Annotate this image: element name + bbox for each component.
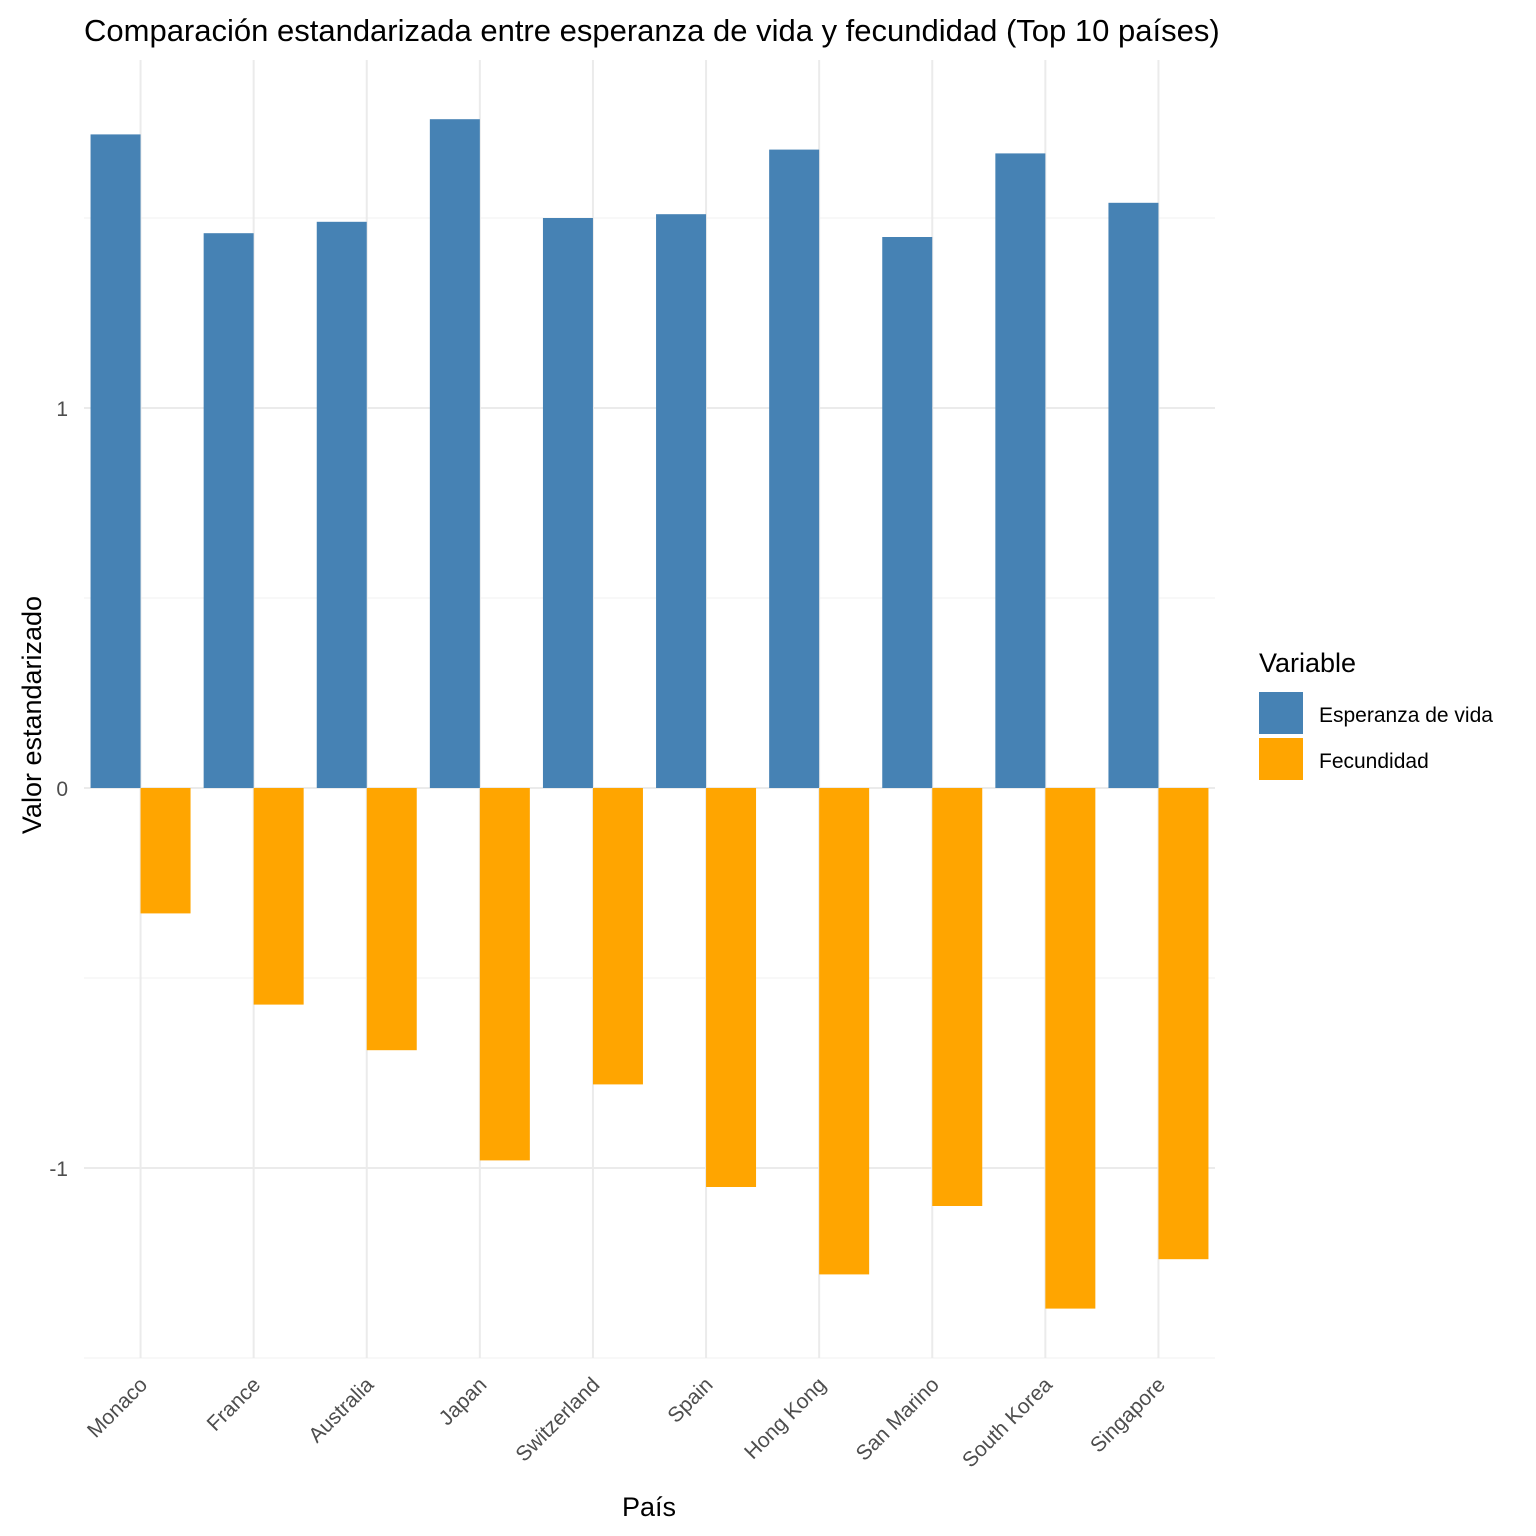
- bar-esperanza-hong-kong: [769, 149, 820, 789]
- bar-fecundidad-spain: [706, 788, 757, 1187]
- x-tick-label: Switzerland: [511, 1373, 604, 1466]
- x-tick-label: Monaco: [83, 1373, 152, 1442]
- bar-fecundidad-monaco: [140, 788, 191, 914]
- legend-title: Variable: [1259, 648, 1356, 678]
- legend-key-fecundidad: [1259, 738, 1303, 780]
- legend: Variable Esperanza de vida Fecundidad: [1259, 648, 1493, 780]
- legend-key-esperanza: [1259, 692, 1303, 734]
- x-tick-label: Japan: [435, 1373, 492, 1430]
- bar-esperanza-japan: [429, 119, 480, 788]
- bar-esperanza-monaco: [90, 134, 141, 788]
- bar-fecundidad-san-marino: [932, 788, 983, 1206]
- y-tick-label: 1: [56, 398, 68, 421]
- bar-esperanza-south-korea: [995, 153, 1046, 788]
- y-tick-label: 0: [56, 778, 68, 801]
- bar-esperanza-switzerland: [542, 218, 593, 788]
- bar-esperanza-san-marino: [882, 237, 933, 788]
- legend-label: Fecundidad: [1319, 750, 1429, 773]
- x-axis-title: País: [622, 1492, 676, 1522]
- bar-esperanza-australia: [316, 221, 367, 789]
- bar-fecundidad-australia: [366, 788, 417, 1051]
- chart-title: Comparación estandarizada entre esperanz…: [84, 13, 1220, 48]
- x-tick-label: Spain: [663, 1373, 717, 1427]
- bar-esperanza-france: [203, 233, 254, 788]
- x-tick-label: South Korea: [958, 1373, 1057, 1472]
- bar-fecundidad-hong-kong: [819, 788, 870, 1275]
- bar-esperanza-spain: [656, 214, 707, 788]
- x-tick-label: San Marino: [852, 1373, 944, 1465]
- bar-fecundidad-france: [253, 788, 304, 1005]
- bar-esperanza-singapore: [1108, 202, 1159, 789]
- bar-fecundidad-south-korea: [1045, 788, 1096, 1309]
- x-tick-label: Hong Kong: [740, 1373, 831, 1464]
- bar-fecundidad-switzerland: [592, 788, 643, 1085]
- bars: [90, 119, 1209, 1309]
- x-tick-label: Australia: [304, 1373, 378, 1447]
- legend-label: Esperanza de vida: [1319, 704, 1493, 727]
- y-axis-title: Valor estandarizado: [17, 596, 47, 834]
- bar-fecundidad-japan: [479, 788, 530, 1161]
- x-tick-label: Singapore: [1086, 1373, 1170, 1457]
- x-tick-label: France: [203, 1373, 265, 1435]
- bar-fecundidad-singapore: [1158, 788, 1209, 1260]
- x-ticks: Monaco France Australia Japan Switzerland Spa…: [83, 1373, 1170, 1472]
- y-tick-label: -1: [49, 1158, 68, 1181]
- y-ticks: -1 0 1: [49, 398, 68, 1181]
